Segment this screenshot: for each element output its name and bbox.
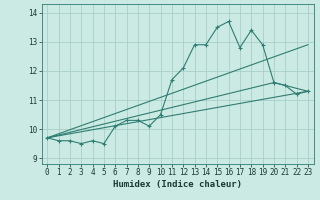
X-axis label: Humidex (Indice chaleur): Humidex (Indice chaleur) xyxy=(113,180,242,189)
